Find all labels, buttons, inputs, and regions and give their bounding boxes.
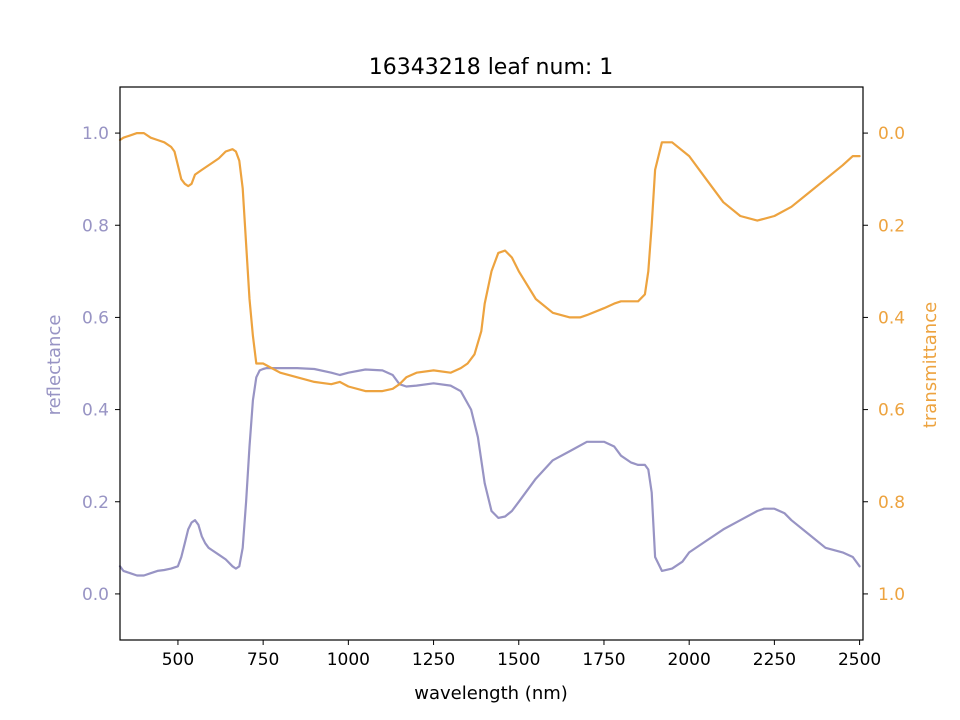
left-tick-label: 0.6 (82, 308, 109, 328)
chart-title: 16343218 leaf num: 1 (369, 55, 614, 80)
x-tick-label: 500 (162, 650, 194, 670)
right-tick-label: 0.8 (878, 493, 905, 513)
x-tick-label: 1750 (582, 650, 625, 670)
right-tick-label: 0.2 (878, 216, 905, 236)
x-tick-label: 750 (247, 650, 279, 670)
right-axis-label: transmittance (920, 302, 941, 428)
right-tick-label: 0.0 (878, 124, 905, 144)
right-tick-label: 1.0 (878, 585, 905, 605)
right-y-axis: 0.0 0.2 0.4 0.6 0.8 1.0 (863, 124, 905, 605)
left-tick-label: 0.8 (82, 216, 109, 236)
x-tick-label: 2000 (668, 650, 711, 670)
x-tick-label: 1500 (497, 650, 540, 670)
reflectance-line (118, 367, 861, 577)
x-axis: 500 750 1000 1250 1500 1750 2000 2250 2500 (162, 640, 881, 670)
left-tick-label: 0.0 (82, 585, 109, 605)
x-tick-label: 1250 (412, 650, 455, 670)
left-tick-label: 0.4 (82, 401, 109, 421)
transmittance-line (118, 132, 861, 393)
plot-area (120, 87, 863, 640)
x-axis-label: wavelength (nm) (414, 683, 568, 704)
left-tick-label: 0.2 (82, 493, 109, 513)
left-tick-label: 1.0 (82, 124, 109, 144)
x-tick-label: 2500 (838, 650, 881, 670)
x-tick-label: 2250 (753, 650, 796, 670)
series-layer (118, 132, 861, 577)
left-y-axis: 0.0 0.2 0.4 0.6 0.8 1.0 (82, 124, 120, 605)
plot-frame (119, 86, 864, 641)
x-tick-label: 1000 (327, 650, 370, 670)
right-tick-label: 0.4 (878, 308, 905, 328)
left-axis-label: reflectance (44, 315, 65, 416)
right-tick-label: 0.6 (878, 401, 905, 421)
